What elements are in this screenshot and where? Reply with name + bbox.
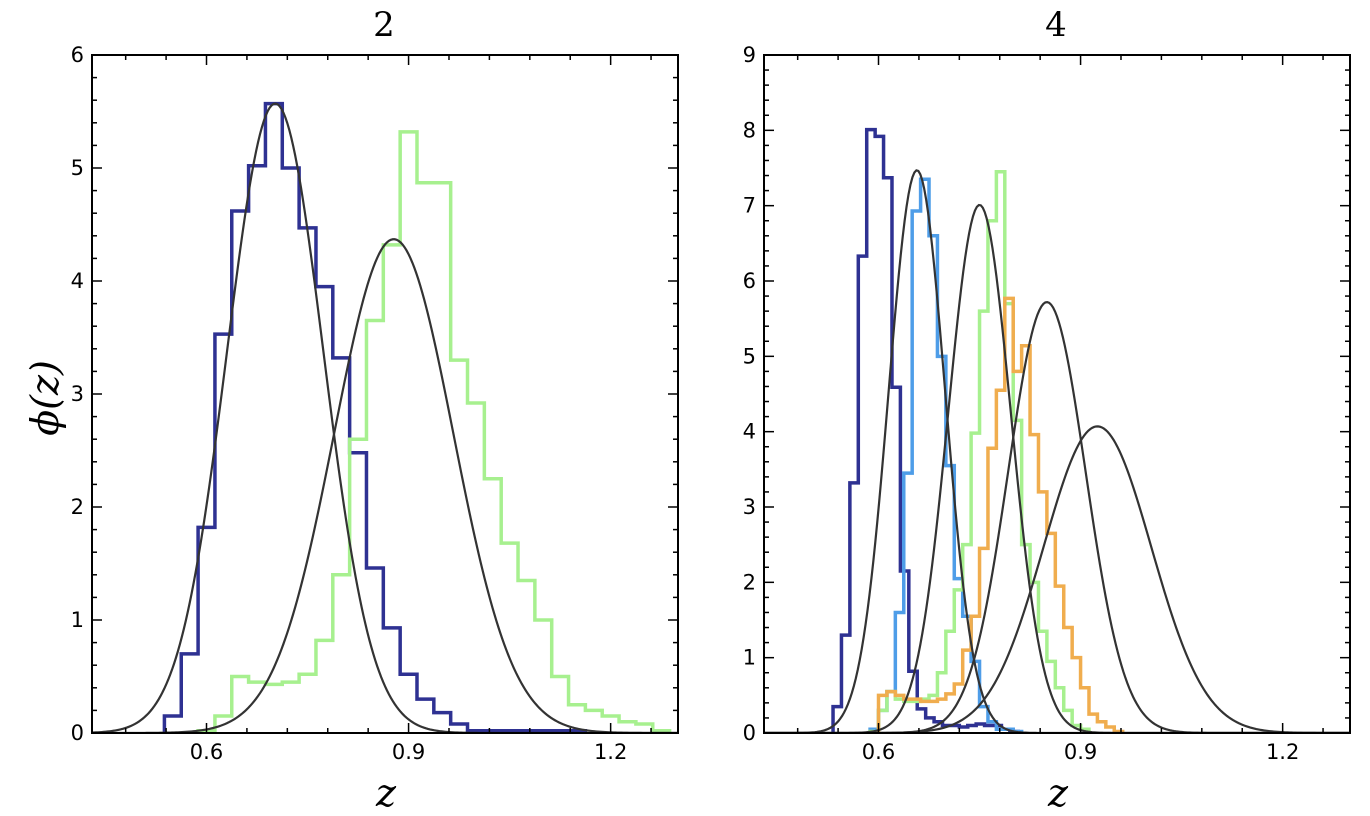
x-tick-label: 1.2 <box>1266 740 1299 764</box>
y-tick-label: 3 <box>71 382 84 406</box>
histogram-series-2 <box>196 130 672 733</box>
y-tick-label: 6 <box>71 43 84 67</box>
gaussian-fit-curve-2 <box>92 238 678 733</box>
right-panel-x-axis-label: z <box>1047 771 1069 815</box>
y-tick-label: 2 <box>743 570 756 594</box>
y-tick-label: 0 <box>743 721 756 745</box>
y-tick-label: 0 <box>71 721 84 745</box>
axes-frame <box>91 54 679 734</box>
right-panel: 4 z 0 1 2 3 4 5 6 7 8 9 0.6 0.9 1.2 <box>743 5 1351 815</box>
axes-frame <box>763 54 1351 734</box>
y-tick-label: 8 <box>743 118 756 142</box>
y-tick-label: 3 <box>743 495 756 519</box>
figure-y-axis-label: ϕ(z) <box>23 360 67 436</box>
y-tick-label: 2 <box>71 495 84 519</box>
gaussian-fit-curve-1 <box>92 102 678 733</box>
y-tick-label: 7 <box>743 194 756 218</box>
left-panel-x-axis-label: z <box>375 771 397 815</box>
left-panel-title: 2 <box>373 5 395 45</box>
y-tick-label: 5 <box>743 344 756 368</box>
y-tick-label: 9 <box>743 43 756 67</box>
y-tick-label: 5 <box>71 156 84 180</box>
gaussian-fit-curve-1 <box>764 169 1350 733</box>
gaussian-fit-curve-3 <box>764 300 1350 733</box>
x-tick-label: 0.9 <box>1064 740 1097 764</box>
left-panel: 2 z 0 1 2 3 4 5 6 0.6 0.9 1.2 <box>71 5 679 815</box>
x-tick-label: 0.6 <box>862 740 895 764</box>
histogram-series-1 <box>831 127 1021 733</box>
y-tick-label: 1 <box>743 646 756 670</box>
histogram-series-3 <box>868 170 1091 733</box>
right-panel-title: 4 <box>1045 5 1067 45</box>
histogram-series-1 <box>162 101 588 733</box>
gaussian-fit-curve-2 <box>764 203 1350 733</box>
x-tick-label: 0.9 <box>392 740 425 764</box>
x-tick-label: 1.2 <box>594 740 627 764</box>
y-tick-label: 1 <box>71 608 84 632</box>
x-tick-label: 0.6 <box>190 740 223 764</box>
y-tick-label: 4 <box>71 269 84 293</box>
y-tick-label: 6 <box>743 269 756 293</box>
y-tick-label: 4 <box>743 420 756 444</box>
